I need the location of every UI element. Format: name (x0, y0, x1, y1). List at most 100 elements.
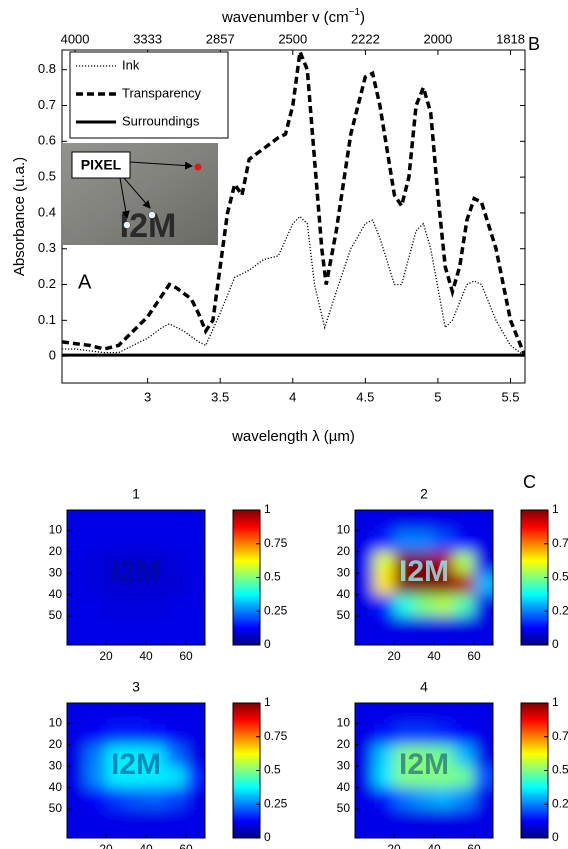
map-cell (126, 744, 147, 767)
map-cell (474, 573, 493, 596)
map-cell (454, 616, 475, 645)
x2-tick-label: 2857 (206, 31, 235, 46)
y-tick-label: 0.8 (38, 61, 56, 76)
series-line (62, 215, 525, 357)
series-line (62, 50, 525, 357)
map-cell (186, 530, 205, 553)
x-tick-label: 60 (179, 842, 193, 849)
map-cell (474, 787, 493, 810)
x-tick-label: 20 (99, 649, 113, 663)
map-cell (126, 594, 147, 617)
legend-box (69, 51, 229, 139)
colorbar-tick-label: 0.5 (552, 570, 568, 584)
map-cell (67, 551, 87, 574)
map-cell (374, 573, 395, 596)
x-tick-label: 60 (179, 649, 193, 663)
map-cell (414, 766, 435, 789)
map-cell (67, 616, 87, 645)
map-cell (374, 723, 395, 746)
x2-label-end: ) (360, 9, 365, 26)
map-cell (394, 573, 415, 596)
map-cell (126, 616, 147, 645)
x2-label-text: wavenumber v (cm (221, 9, 349, 26)
map-cell (86, 723, 107, 746)
map-cell (86, 510, 107, 531)
map-cell (394, 594, 415, 617)
map-cell (86, 573, 107, 596)
map-cell (67, 723, 87, 746)
map-cell (166, 594, 187, 617)
y-tick-label: 0.3 (38, 240, 56, 255)
colorbar-tick-label: 0.75 (264, 729, 288, 743)
map-cell (355, 723, 375, 746)
map-cell (106, 594, 127, 617)
map-cell (146, 551, 167, 574)
map-cell (126, 551, 147, 574)
x2-tick-label: 1818 (496, 31, 525, 46)
colorbar-tick-label: 0.75 (264, 536, 288, 550)
map-cell (474, 510, 493, 531)
map-cell (146, 723, 167, 746)
y-tick-label: 50 (337, 801, 351, 815)
x-tick-label: 60 (467, 842, 481, 849)
map-cell (126, 703, 147, 724)
legend-label: Ink (122, 57, 140, 72)
map-cell (355, 530, 375, 553)
map-cell (186, 723, 205, 746)
map-cell (106, 766, 127, 789)
map-cell (474, 766, 493, 789)
map-cell (126, 787, 147, 810)
colorbar-tick-label: 0.25 (264, 603, 288, 617)
map-cell (86, 616, 107, 645)
map-cell (434, 703, 455, 724)
y-tick-label: 40 (337, 780, 351, 794)
map-cell (454, 530, 475, 553)
map-cell (67, 530, 87, 553)
x-tick-label: 40 (427, 842, 441, 849)
map-cell (166, 530, 187, 553)
map-cell (166, 766, 187, 789)
map-cell (414, 573, 435, 596)
y-axis-label: Absorbance (u.a.) (11, 157, 28, 276)
colorbar-tick-label: 0 (264, 637, 271, 651)
x-tick-label: 40 (139, 649, 153, 663)
map-cells (355, 703, 493, 838)
map-cells (67, 703, 205, 838)
map-cell (67, 594, 87, 617)
colorbar-tick-label: 0.5 (264, 570, 281, 584)
map-cell (67, 744, 87, 767)
map-cell (355, 787, 375, 810)
map-cell (106, 510, 127, 531)
colorbar-tick-label: 0.25 (552, 603, 568, 617)
map-cell (474, 703, 493, 724)
pixel-dot (194, 163, 202, 171)
map-cell (355, 616, 375, 645)
map-cell (394, 809, 415, 838)
y-tick-label: 0.6 (38, 133, 56, 148)
map-cell (414, 510, 435, 531)
map-cell (454, 744, 475, 767)
y-tick-label: 30 (49, 758, 63, 772)
map-cell (106, 809, 127, 838)
map-cell (374, 616, 395, 645)
pixel-dot (123, 221, 131, 229)
x-tick-label: 40 (139, 842, 153, 849)
x2-tick-label: 2222 (351, 31, 380, 46)
map-cell (67, 573, 87, 596)
map-title: 1 (132, 486, 140, 502)
map-cell (454, 551, 475, 574)
map-cell (106, 551, 127, 574)
map-cell (355, 551, 375, 574)
map-title: 2 (420, 486, 428, 502)
map-overlay-text: I2M (399, 555, 449, 588)
map-cell (86, 530, 107, 553)
map-cell (454, 703, 475, 724)
map-overlay-text: I2M (111, 555, 161, 588)
x-tick-label: 4.5 (356, 389, 374, 404)
map-cell (374, 551, 395, 574)
map-image: I2M (355, 703, 493, 838)
x-tick-label: 4 (289, 389, 296, 404)
map-cell (434, 809, 455, 838)
map-cell (186, 744, 205, 767)
map-cell (86, 594, 107, 617)
